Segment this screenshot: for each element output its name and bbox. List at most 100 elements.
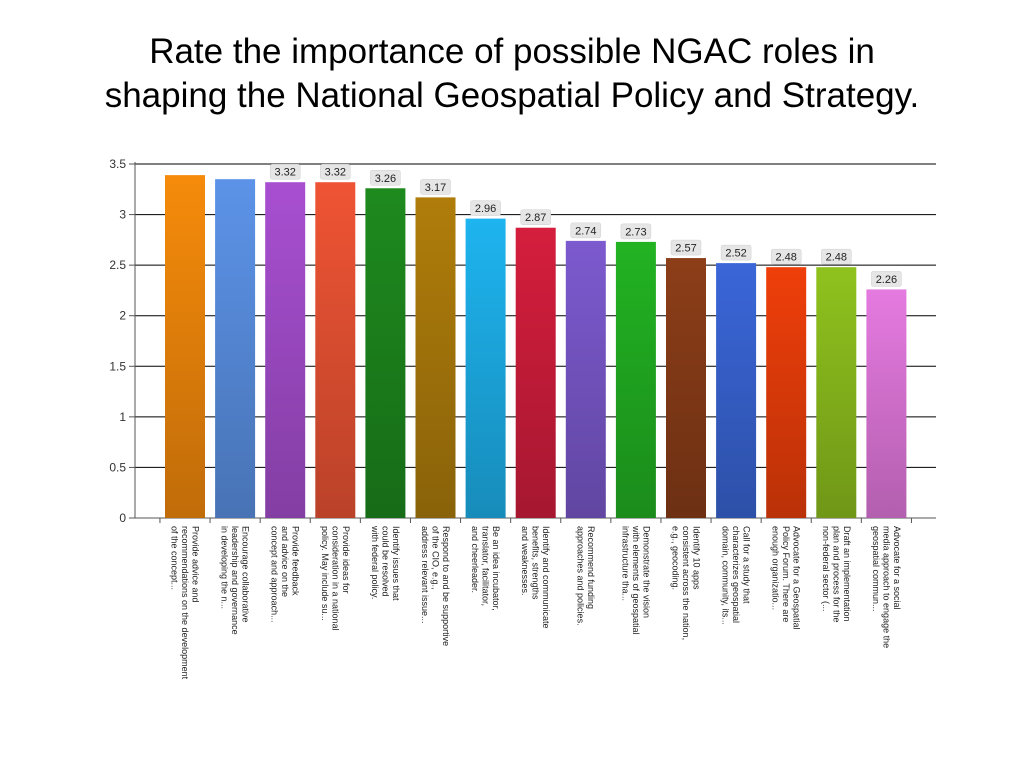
category-label: Draft an implementation xyxy=(842,526,852,622)
data-label: 2.57 xyxy=(675,243,696,255)
data-label: 2.26 xyxy=(876,274,897,286)
data-label-box xyxy=(470,200,501,216)
y-tick-label: 1 xyxy=(119,410,126,424)
title-line-2: shaping the National Geospatial Policy a… xyxy=(104,76,920,115)
bar xyxy=(515,227,556,518)
category-label: domain, community, its... xyxy=(721,526,731,625)
category-label: Identify issues that xyxy=(391,526,401,601)
category-label: infrastructure tha... xyxy=(620,526,630,601)
bar xyxy=(165,175,205,518)
data-label: 2.87 xyxy=(525,212,546,224)
category-label: Provide advice and xyxy=(191,526,201,603)
data-label-box xyxy=(720,244,752,261)
data-label-box xyxy=(269,163,301,180)
category-label: Provide ideas for xyxy=(341,526,351,594)
bar xyxy=(766,267,807,518)
bar xyxy=(465,218,506,519)
data-label: 3.32 xyxy=(325,167,346,179)
data-label-box xyxy=(570,222,602,239)
data-label-box xyxy=(620,223,652,240)
category-label: concept and approach... xyxy=(270,526,280,623)
y-tick-label: 0.5 xyxy=(109,460,126,474)
data-label-box xyxy=(871,271,902,287)
data-label: 3.17 xyxy=(425,182,446,194)
category-label: consideration in a national xyxy=(330,526,340,631)
slide-title: Rate the importance of possible NGAC rol… xyxy=(0,30,1024,118)
data-label: 3.26 xyxy=(375,173,396,185)
data-label-box xyxy=(320,163,351,180)
bar xyxy=(816,267,857,518)
category-label: policy. May include su... xyxy=(320,526,330,621)
category-label: benefits, strengths xyxy=(531,526,541,600)
category-label: in developing the n... xyxy=(220,526,230,609)
data-label: 2.96 xyxy=(475,203,496,215)
category-label: characterizes geospatial xyxy=(731,526,741,623)
bar xyxy=(866,289,907,518)
category-label: with elements of geospatial xyxy=(631,525,641,635)
category-label: Advocate for a Geospatial xyxy=(792,526,802,630)
category-label: recommendations on the development xyxy=(180,526,190,680)
category-label: Demonstrate the vision xyxy=(641,526,651,618)
category-label: of the concept... xyxy=(170,526,180,590)
title-line-1: Rate the importance of possible NGAC rol… xyxy=(149,32,875,71)
bar xyxy=(615,241,656,518)
data-label: 2.74 xyxy=(575,225,596,237)
category-label: Call for a study that xyxy=(742,526,752,604)
category-label: with federal policy. xyxy=(370,525,380,599)
data-label: 2.48 xyxy=(826,252,847,264)
category-label: Identify and communicate xyxy=(541,526,551,629)
category-label: Provide feedback xyxy=(291,526,301,596)
data-label-box xyxy=(670,239,702,256)
category-label: Identify 10 apps xyxy=(692,526,702,590)
category-label: enough organizatio... xyxy=(771,526,781,610)
category-label: approaches and policies. xyxy=(576,526,586,626)
category-label: and cheerleader. xyxy=(470,526,480,593)
category-label: translator, facilitator, xyxy=(481,526,491,606)
category-label: media approach to engage the xyxy=(881,526,891,648)
bar xyxy=(415,197,456,518)
data-label-box xyxy=(420,179,451,195)
y-tick-label: 2 xyxy=(119,309,126,323)
category-label: and weaknesses. xyxy=(520,526,530,596)
y-tick-label: 0 xyxy=(119,511,126,525)
data-label: 2.73 xyxy=(625,226,646,238)
bar xyxy=(265,182,306,518)
category-label: could be resolved xyxy=(380,526,390,597)
data-label-box xyxy=(770,248,802,265)
y-tick-label: 2.5 xyxy=(109,258,126,272)
data-label: 2.48 xyxy=(775,252,796,264)
data-labels: 3.32 3.32 3.26 3.17 2.96 2.87 2.74 2.73 2.57 2.52… xyxy=(269,163,902,287)
category-label: Advocate for a social xyxy=(892,526,902,610)
y-tick-label: 3.5 xyxy=(109,157,126,171)
bar xyxy=(315,182,356,518)
category-label: Policy Forum. There are xyxy=(781,526,791,622)
category-label: address relevant issue... xyxy=(420,526,430,624)
category-label: consistent across the nation, xyxy=(681,526,691,640)
category-label: geospatial commun... xyxy=(871,526,881,612)
bar xyxy=(716,263,757,518)
category-label: leadership and governance xyxy=(230,526,240,635)
category-label: non-federal sector (... xyxy=(821,526,831,612)
data-label: 3.32 xyxy=(274,167,295,179)
category-label: plan and process for the xyxy=(831,526,841,623)
bar xyxy=(666,258,706,518)
y-tick-label: 1.5 xyxy=(109,359,126,373)
category-label: and advice on the xyxy=(280,526,290,597)
data-label: 2.52 xyxy=(725,248,746,260)
data-label-box xyxy=(520,209,551,225)
category-label: Be an idea incubator, xyxy=(491,526,501,611)
bars xyxy=(165,175,907,519)
bar xyxy=(365,188,406,518)
category-label: Respond to and be supportive xyxy=(441,526,451,646)
y-tick-label: 3 xyxy=(119,208,126,222)
data-label-box xyxy=(821,248,852,265)
bar xyxy=(565,240,606,518)
category-label: Recommend funding xyxy=(586,526,596,609)
category-label: Encourage collaborative xyxy=(241,526,251,623)
category-label: of the CIO, e.g., xyxy=(431,526,441,590)
data-label-box xyxy=(370,170,401,186)
category-label: e.g., geocoding. xyxy=(671,526,681,590)
bar xyxy=(215,179,256,518)
